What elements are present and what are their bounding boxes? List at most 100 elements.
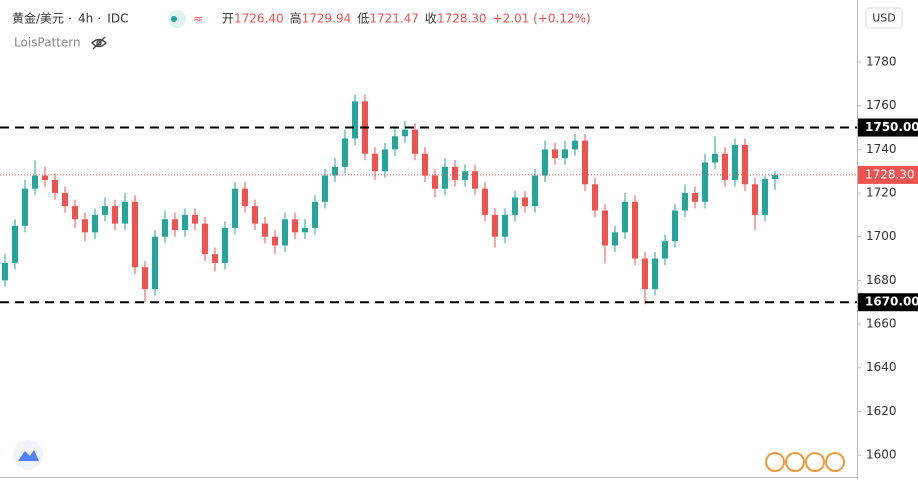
candle-body (202, 223, 208, 255)
candle-body (492, 214, 498, 237)
candle-body (502, 214, 508, 237)
candle-body (762, 179, 768, 215)
candle-body (412, 129, 418, 154)
status-icon: ≈ (193, 12, 203, 26)
candle-body (192, 214, 198, 224)
currency-button[interactable] (865, 7, 903, 29)
y-tick-label: 1700 (866, 229, 897, 243)
candle-body (272, 236, 278, 246)
separator: · (68, 12, 72, 26)
y-tick-label: 1640 (866, 360, 897, 374)
y-tick-label: 1780 (866, 55, 897, 69)
candle-body (582, 140, 588, 185)
ohlc-value: 1721.47 (369, 12, 419, 26)
candle-body (322, 175, 328, 202)
candle-body (342, 138, 348, 167)
candle-body (382, 149, 388, 172)
candle-body (112, 206, 118, 224)
candle-body (742, 144, 748, 185)
y-tick-label: 1760 (866, 98, 897, 112)
level-tag (858, 118, 918, 137)
tradingview-logo[interactable] (13, 440, 43, 470)
y-tick-label: 1720 (866, 186, 897, 200)
candle-body (752, 184, 758, 215)
candle-body (282, 219, 288, 246)
candle-body (32, 175, 38, 189)
candle-body (42, 175, 48, 180)
source: IDC (107, 12, 128, 26)
candle-body (652, 258, 658, 290)
candle-body (512, 197, 518, 215)
candle-body (372, 153, 378, 172)
candle-body (242, 188, 248, 207)
candle-body (232, 188, 238, 228)
header: 黄金/美元 · 4h · IDC 开 1726.40 高 1729.94 低 1721.47 收 172… (12, 11, 591, 26)
ohlc-label: 收 (425, 12, 437, 26)
candle-body (532, 175, 538, 207)
candle-body (432, 175, 438, 189)
candle-body (702, 162, 708, 202)
candle-body (22, 188, 28, 226)
candle-body (302, 227, 308, 233)
candle-body (102, 206, 108, 215)
candle-body (602, 210, 608, 246)
candle-body (712, 153, 718, 163)
separator: · (97, 12, 101, 26)
event-icons[interactable] (765, 452, 845, 472)
candle-body (642, 258, 648, 290)
candle-body (682, 193, 688, 211)
candle-body (422, 153, 428, 176)
y-tick-label: 1660 (866, 317, 897, 331)
level-label: 1670.00 (865, 295, 918, 309)
y-tick-label: 1680 (866, 273, 897, 287)
candle-body (732, 144, 738, 180)
last-price-tag (858, 165, 918, 184)
ohlc-label: 低 (357, 12, 369, 26)
candle-body (142, 267, 148, 290)
level-label: 1750.00 (865, 120, 918, 134)
candle-body (662, 241, 668, 259)
candle-body (332, 166, 338, 176)
candle-body (262, 223, 268, 237)
candle-body (402, 129, 408, 137)
candle-body (442, 166, 448, 189)
candle-body (182, 214, 188, 231)
candle-body (692, 193, 698, 202)
y-tick-label: 1740 (866, 142, 897, 156)
candle-body (2, 262, 8, 281)
ohlc-value: 1729.94 (302, 12, 352, 26)
candle-body (212, 254, 218, 263)
candle-body (672, 210, 678, 242)
status-dot (171, 16, 177, 22)
candle-body (632, 201, 638, 259)
candle-body (722, 153, 728, 180)
candle-body (122, 201, 128, 224)
candle-body (82, 219, 88, 233)
candle-body (562, 149, 568, 159)
candle-body (72, 206, 78, 220)
candle-body (62, 193, 68, 207)
candle-body (552, 149, 558, 159)
ohlc-value: 1728.30 (437, 12, 487, 26)
candle-body (622, 201, 628, 233)
candle-body (462, 171, 468, 180)
candle-body (252, 206, 258, 224)
candle-body (352, 101, 358, 139)
candle-body (172, 219, 178, 231)
y-tick-label: 1600 (866, 448, 897, 462)
ohlc-label: 高 (290, 11, 302, 26)
candle-body (92, 214, 98, 233)
eye-icon[interactable] (91, 36, 107, 50)
level-tag (858, 293, 918, 312)
candle-body (292, 219, 298, 233)
candle-body (522, 197, 528, 207)
candle-body (472, 171, 478, 189)
candle-body (452, 166, 458, 180)
interval: 4h (78, 12, 93, 26)
candle-body (482, 188, 488, 215)
candle-body (392, 136, 398, 150)
candle-body (152, 236, 158, 290)
y-tick-label: 1620 (866, 404, 897, 418)
currency: USD (872, 12, 896, 25)
